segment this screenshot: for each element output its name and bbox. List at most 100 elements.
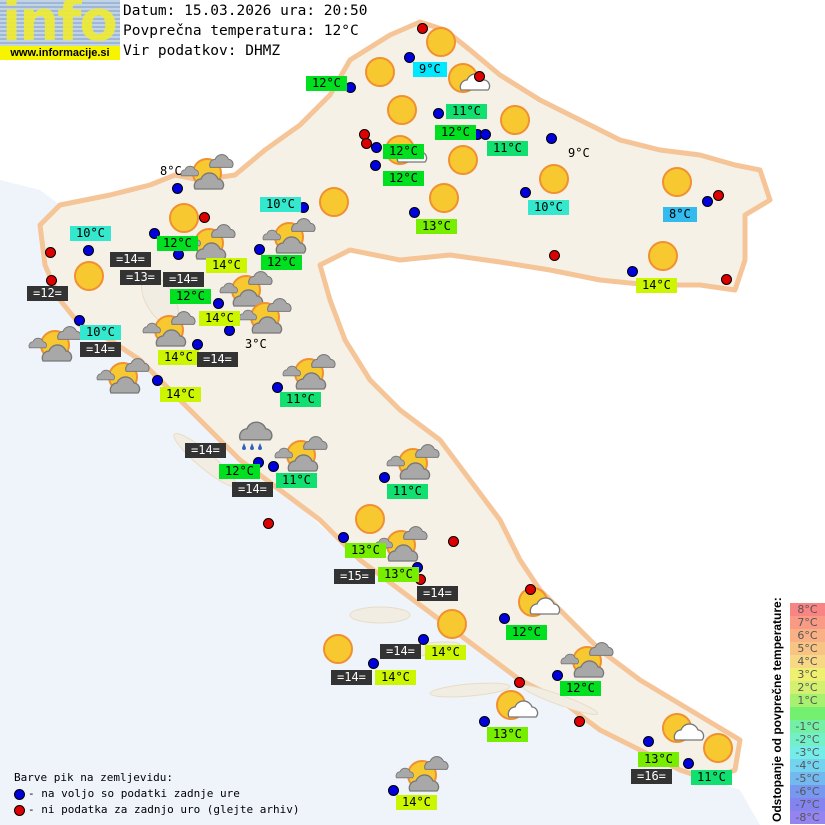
station-dot-missing[interactable] <box>514 677 525 688</box>
station-dot-ok[interactable] <box>702 196 713 207</box>
logo-url[interactable]: www.informacije.si <box>0 46 120 60</box>
data-source: Vir podatkov: DHMZ <box>123 43 281 59</box>
station-dot-missing[interactable] <box>361 138 372 149</box>
sunny-icon <box>304 180 364 228</box>
logo[interactable]: info www.informacije.si <box>0 0 120 60</box>
station-dot-ok[interactable] <box>388 785 399 796</box>
station-dot-ok[interactable] <box>546 133 557 144</box>
station-dot-ok[interactable] <box>272 382 283 393</box>
temperature-label: 10°C <box>528 200 569 215</box>
temperature-label: 12°C <box>157 236 198 251</box>
sun-white-cloud-icon <box>503 580 563 628</box>
temperature-label: 14°C <box>206 258 247 273</box>
sea-temperature-label: =14= <box>331 670 372 685</box>
station-dot-ok[interactable] <box>479 716 490 727</box>
temperature-label: 12°C <box>170 289 211 304</box>
scale-step: 4°C <box>790 655 825 668</box>
partly-cloudy-icon <box>392 753 452 801</box>
partly-cloudy-icon <box>235 295 295 343</box>
station-dot-ok[interactable] <box>368 658 379 669</box>
station-dot-ok[interactable] <box>192 339 203 350</box>
date-line: Datum: 15.03.2026 ura: 20:50 <box>123 3 368 19</box>
station-dot-ok[interactable] <box>254 244 265 255</box>
station-dot-ok[interactable] <box>268 461 279 472</box>
blue-dot-icon <box>14 788 25 800</box>
temperature-label: 3°C <box>245 337 267 351</box>
station-dot-ok[interactable] <box>404 52 415 63</box>
station-dot-ok[interactable] <box>371 142 382 153</box>
temperature-label: 11°C <box>487 141 528 156</box>
scale-step: 6°C <box>790 629 825 642</box>
station-dot-missing[interactable] <box>474 71 485 82</box>
station-dot-missing[interactable] <box>549 250 560 261</box>
station-dot-missing[interactable] <box>45 247 56 258</box>
scale-step: 5°C <box>790 642 825 655</box>
station-dot-ok[interactable] <box>520 187 531 198</box>
logo-word: info <box>2 0 116 46</box>
station-dot-ok[interactable] <box>683 758 694 769</box>
sun-white-cloud-icon <box>647 706 707 754</box>
station-dot-ok[interactable] <box>552 670 563 681</box>
station-dot-ok[interactable] <box>338 532 349 543</box>
station-dot-ok[interactable] <box>213 298 224 309</box>
average-temperature: Povprečna temperatura: 12°C <box>123 23 359 39</box>
station-dot-ok[interactable] <box>224 325 235 336</box>
sea-temperature-label: =16= <box>631 769 672 784</box>
station-dot-ok[interactable] <box>379 472 390 483</box>
station-dot-ok[interactable] <box>643 736 654 747</box>
sunny-icon <box>688 726 748 774</box>
sunny-icon <box>154 196 214 244</box>
temperature-label: 11°C <box>280 392 321 407</box>
partly-cloudy-icon <box>259 215 319 263</box>
sea-temperature-label: =14= <box>380 644 421 659</box>
sea-temperature-label: =14= <box>80 342 121 357</box>
temperature-label: 12°C <box>506 625 547 640</box>
station-dot-ok[interactable] <box>370 160 381 171</box>
temperature-label: 13°C <box>345 543 386 558</box>
station-dot-ok[interactable] <box>409 207 420 218</box>
scale-step: 8°C <box>790 603 825 616</box>
station-dot-ok[interactable] <box>418 634 429 645</box>
legend-ok: - na voljo so podatki zadnje ure <box>28 787 240 800</box>
sunny-icon <box>633 234 693 282</box>
temperature-label: 10°C <box>70 226 111 241</box>
scale-step: -8°C <box>790 811 825 824</box>
station-dot-ok[interactable] <box>74 315 85 326</box>
station-dot-missing[interactable] <box>713 190 724 201</box>
sunny-icon <box>308 627 368 675</box>
partly-cloudy-icon <box>557 639 617 687</box>
sea-temperature-label: =14= <box>417 586 458 601</box>
station-dot-ok[interactable] <box>152 375 163 386</box>
station-dot-missing[interactable] <box>448 536 459 547</box>
station-dot-missing[interactable] <box>525 584 536 595</box>
temperature-label: 12°C <box>560 681 601 696</box>
scale-step: -6°C <box>790 785 825 798</box>
station-dot-missing[interactable] <box>417 23 428 34</box>
station-dot-missing[interactable] <box>721 274 732 285</box>
sea-temperature-label: =15= <box>334 569 375 584</box>
station-dot-missing[interactable] <box>199 212 210 223</box>
partly-cloudy-icon <box>271 433 331 481</box>
sea-temperature-label: =14= <box>163 272 204 287</box>
scale-step: 3°C <box>790 668 825 681</box>
station-dot-ok[interactable] <box>627 266 638 277</box>
temperature-label: 11°C <box>276 473 317 488</box>
sun-white-cloud-icon <box>481 683 541 731</box>
temperature-label: 13°C <box>638 752 679 767</box>
sunny-icon <box>422 602 482 650</box>
station-dot-ok[interactable] <box>149 228 160 239</box>
temperature-label: 14°C <box>158 350 199 365</box>
dot-legend: Barve pik na zemljevidu: - na voljo so p… <box>14 770 300 818</box>
sea-temperature-label: =14= <box>232 482 273 497</box>
station-dot-ok[interactable] <box>480 129 491 140</box>
station-dot-ok[interactable] <box>83 245 94 256</box>
station-dot-ok[interactable] <box>433 108 444 119</box>
partly-cloudy-icon <box>177 151 237 199</box>
station-dot-ok[interactable] <box>172 183 183 194</box>
station-dot-missing[interactable] <box>46 275 57 286</box>
station-dot-ok[interactable] <box>499 613 510 624</box>
station-dot-missing[interactable] <box>263 518 274 529</box>
scale-step: 7°C <box>790 616 825 629</box>
sunny-icon <box>647 160 707 208</box>
station-dot-missing[interactable] <box>574 716 585 727</box>
